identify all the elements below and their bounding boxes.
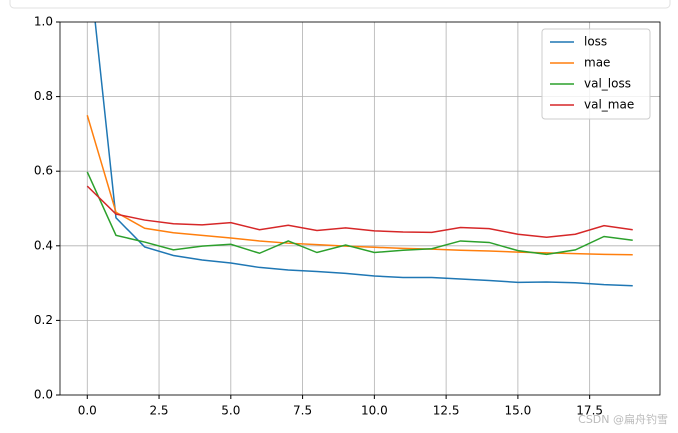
y-tick-label: 0.4 bbox=[34, 238, 53, 252]
cell-border bbox=[9, 0, 671, 9]
line bbox=[86, 171, 633, 256]
legend-label: val_loss bbox=[584, 77, 631, 91]
x-tick-label: 0.0 bbox=[78, 404, 97, 418]
x-tick-label: 12.5 bbox=[433, 404, 460, 418]
y-tick-label: 0.6 bbox=[34, 164, 53, 178]
legend-label: val_mae bbox=[584, 98, 634, 112]
legend-label: mae bbox=[584, 56, 610, 70]
x-tick-label: 17.5 bbox=[576, 404, 603, 418]
watermark: CSDN @扁舟钓雪 bbox=[578, 412, 668, 426]
y-tick-label: 0.2 bbox=[34, 313, 53, 327]
y-tick-label: 0.8 bbox=[34, 89, 53, 103]
x-tick-label: 7.5 bbox=[293, 404, 312, 418]
x-tick-label: 15.0 bbox=[505, 404, 532, 418]
x-tick-label: 5.0 bbox=[221, 404, 240, 418]
legend-box bbox=[541, 28, 651, 120]
y-tick-label: 0.0 bbox=[34, 388, 53, 402]
plot-frame bbox=[59, 21, 661, 396]
line bbox=[94, 22, 633, 287]
y-tick-label: 1.0 bbox=[34, 15, 53, 29]
x-tick-label: 2.5 bbox=[149, 404, 168, 418]
line bbox=[86, 185, 633, 238]
line bbox=[86, 115, 633, 256]
x-tick-label: 10.0 bbox=[361, 404, 388, 418]
legend-label: loss bbox=[584, 35, 607, 49]
